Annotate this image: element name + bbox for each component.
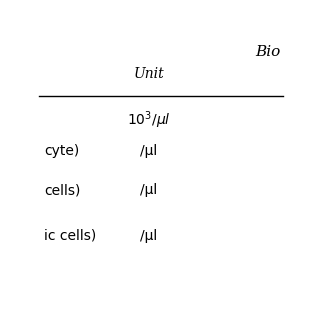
Text: $10^3/\mu l$: $10^3/\mu l$ <box>127 109 171 131</box>
Text: cells): cells) <box>44 183 80 197</box>
Text: cyte): cyte) <box>44 144 79 158</box>
Text: ic cells): ic cells) <box>44 229 96 243</box>
Text: Unit: Unit <box>133 67 164 81</box>
Text: /μl: /μl <box>140 144 157 158</box>
Text: /μl: /μl <box>140 229 157 243</box>
Text: Bio: Bio <box>255 45 280 59</box>
Text: /μl: /μl <box>140 183 157 197</box>
